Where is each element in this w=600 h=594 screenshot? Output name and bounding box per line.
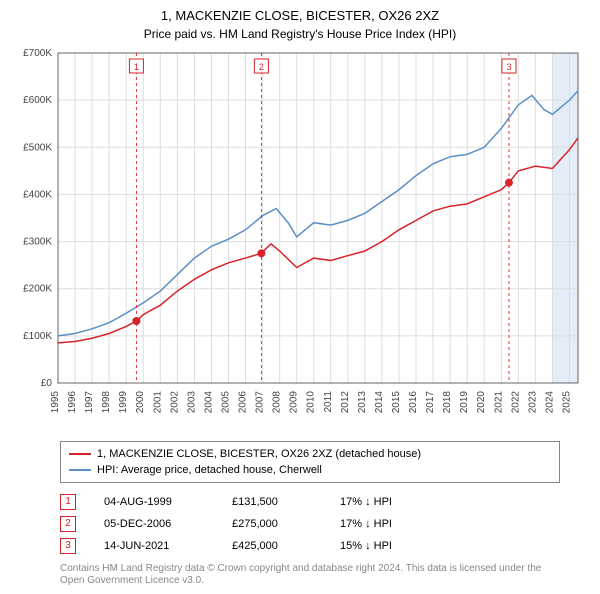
sales-row: 1 04-AUG-1999 £131,500 17% ↓ HPI — [60, 491, 560, 513]
chart-container: 1, MACKENZIE CLOSE, BICESTER, OX26 2XZ P… — [0, 0, 600, 594]
svg-text:3: 3 — [506, 62, 511, 72]
svg-text:2009: 2009 — [289, 390, 300, 413]
svg-text:1997: 1997 — [84, 390, 95, 413]
svg-text:2007: 2007 — [255, 390, 266, 413]
svg-text:2001: 2001 — [152, 390, 163, 413]
legend-swatch — [69, 453, 91, 455]
sale-pct: 17% ↓ HPI — [340, 496, 430, 508]
svg-text:2018: 2018 — [442, 390, 453, 413]
svg-text:£700K: £700K — [23, 48, 52, 59]
svg-text:2024: 2024 — [544, 390, 555, 413]
svg-text:2016: 2016 — [408, 390, 419, 413]
svg-text:2020: 2020 — [476, 390, 487, 413]
sale-pct: 17% ↓ HPI — [340, 518, 430, 530]
svg-text:2013: 2013 — [357, 390, 368, 413]
svg-text:2021: 2021 — [493, 390, 504, 413]
footer-note: Contains HM Land Registry data © Crown c… — [60, 563, 560, 588]
legend-swatch — [69, 469, 91, 471]
svg-text:£100K: £100K — [23, 331, 52, 342]
svg-text:1998: 1998 — [101, 390, 112, 413]
svg-text:2011: 2011 — [323, 390, 334, 412]
sale-price: £131,500 — [232, 496, 312, 508]
svg-text:£200K: £200K — [23, 284, 52, 295]
sale-badge: 1 — [60, 494, 76, 510]
svg-text:£500K: £500K — [23, 142, 52, 153]
sales-row: 2 05-DEC-2006 £275,000 17% ↓ HPI — [60, 513, 560, 535]
svg-text:2025: 2025 — [561, 390, 572, 413]
legend-item: HPI: Average price, detached house, Cher… — [69, 462, 551, 478]
chart-title-line1: 1, MACKENZIE CLOSE, BICESTER, OX26 2XZ — [10, 8, 590, 25]
sale-pct: 15% ↓ HPI — [340, 540, 430, 552]
svg-text:2014: 2014 — [374, 390, 385, 413]
sale-date: 04-AUG-1999 — [104, 496, 204, 508]
sale-date: 05-DEC-2006 — [104, 518, 204, 530]
line-chart-svg: £0 £100K £200K £300K £400K £500K £600K £700K 199… — [10, 47, 590, 437]
sales-table: 1 04-AUG-1999 £131,500 17% ↓ HPI 2 05-DEC-200… — [60, 491, 560, 557]
svg-text:2003: 2003 — [186, 390, 197, 413]
legend: 1, MACKENZIE CLOSE, BICESTER, OX26 2XZ (… — [60, 441, 560, 483]
svg-text:1: 1 — [134, 62, 139, 72]
svg-text:£0: £0 — [41, 378, 53, 389]
legend-item: 1, MACKENZIE CLOSE, BICESTER, OX26 2XZ (… — [69, 446, 551, 462]
svg-text:2006: 2006 — [238, 390, 249, 413]
svg-text:2010: 2010 — [306, 390, 317, 413]
svg-text:2019: 2019 — [459, 390, 470, 413]
sale-price: £275,000 — [232, 518, 312, 530]
svg-text:2015: 2015 — [391, 390, 402, 413]
sale-date: 14-JUN-2021 — [104, 540, 204, 552]
svg-text:1996: 1996 — [67, 390, 78, 413]
svg-text:£600K: £600K — [23, 95, 52, 106]
sales-row: 3 14-JUN-2021 £425,000 15% ↓ HPI — [60, 535, 560, 557]
svg-text:2000: 2000 — [135, 390, 146, 413]
svg-text:2022: 2022 — [510, 390, 521, 413]
legend-label: 1, MACKENZIE CLOSE, BICESTER, OX26 2XZ (… — [97, 448, 421, 460]
svg-text:1995: 1995 — [50, 390, 61, 413]
svg-text:2005: 2005 — [220, 390, 231, 413]
svg-text:£300K: £300K — [23, 236, 52, 247]
svg-text:2017: 2017 — [425, 390, 436, 413]
svg-text:2012: 2012 — [340, 390, 351, 413]
svg-text:2008: 2008 — [272, 390, 283, 413]
svg-text:£400K: £400K — [23, 189, 52, 200]
svg-text:2023: 2023 — [527, 390, 538, 413]
svg-text:1999: 1999 — [118, 390, 129, 413]
sale-badge: 3 — [60, 538, 76, 554]
svg-text:2002: 2002 — [169, 390, 180, 413]
svg-text:2004: 2004 — [203, 390, 214, 413]
sale-price: £425,000 — [232, 540, 312, 552]
chart-title-line2: Price paid vs. HM Land Registry's House … — [10, 27, 590, 41]
svg-text:2: 2 — [259, 62, 264, 72]
sale-badge: 2 — [60, 516, 76, 532]
legend-label: HPI: Average price, detached house, Cher… — [97, 464, 322, 476]
chart-area: £0 £100K £200K £300K £400K £500K £600K £700K 199… — [10, 47, 590, 437]
